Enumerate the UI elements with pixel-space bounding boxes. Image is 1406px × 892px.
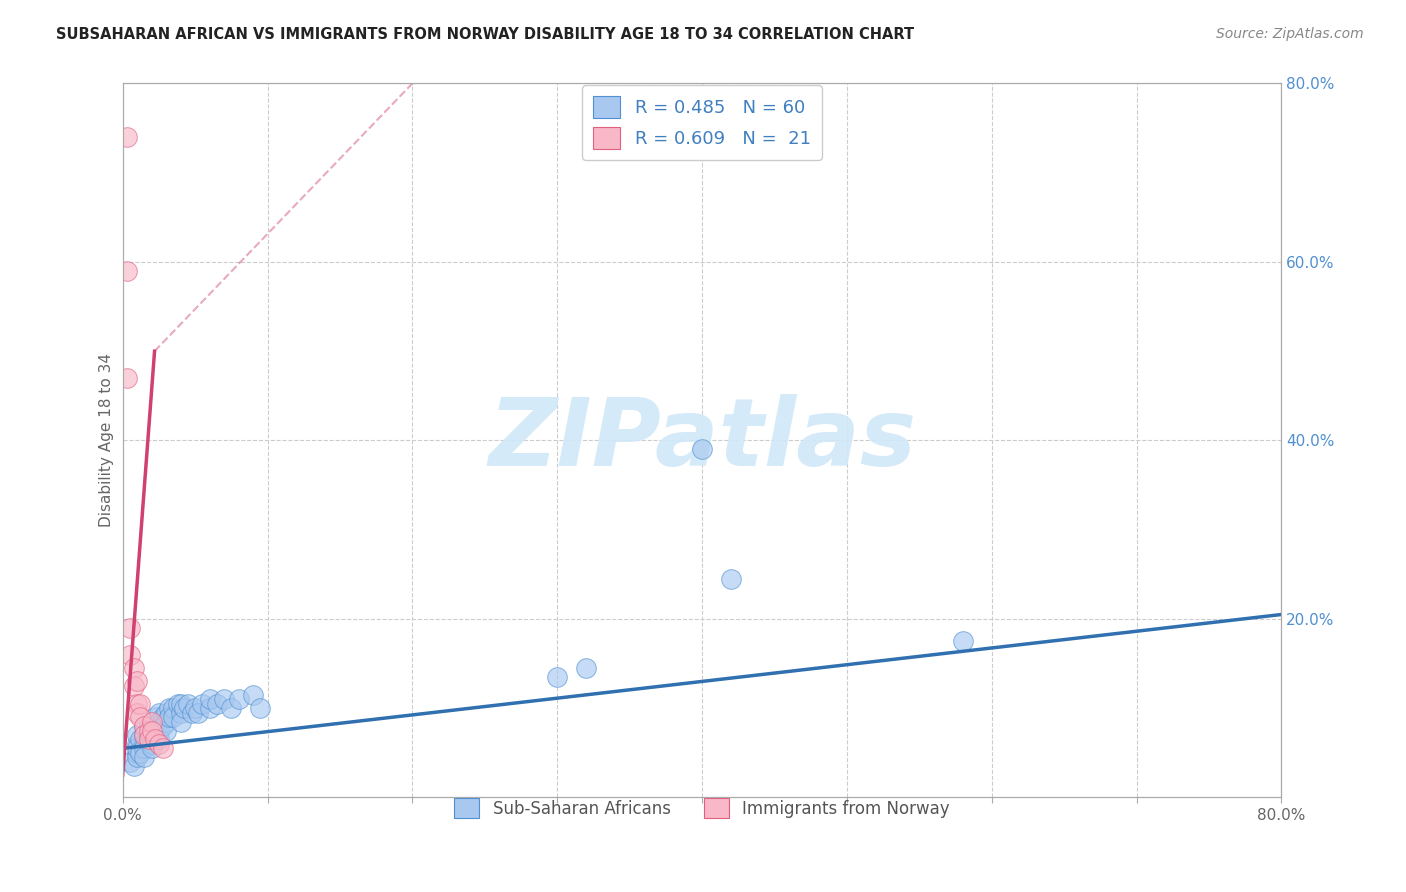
Point bbox=[952, 634, 974, 648]
Point bbox=[129, 746, 152, 760]
Point bbox=[173, 701, 195, 715]
Point bbox=[221, 701, 243, 715]
Point bbox=[205, 697, 228, 711]
Point bbox=[138, 723, 160, 738]
Y-axis label: Disability Age 18 to 34: Disability Age 18 to 34 bbox=[100, 353, 114, 527]
Point bbox=[124, 759, 146, 773]
Point bbox=[155, 723, 177, 738]
Point bbox=[169, 714, 191, 729]
Point bbox=[228, 692, 250, 706]
Point bbox=[127, 737, 149, 751]
Point bbox=[127, 746, 149, 760]
Point bbox=[143, 723, 166, 738]
Point bbox=[129, 697, 152, 711]
Point bbox=[124, 679, 146, 693]
Point bbox=[148, 714, 170, 729]
Point bbox=[141, 732, 163, 747]
Point bbox=[134, 728, 156, 742]
Point bbox=[575, 661, 598, 675]
Point bbox=[127, 750, 149, 764]
Point bbox=[127, 741, 149, 756]
Point bbox=[115, 371, 138, 385]
Point bbox=[127, 706, 149, 720]
Point bbox=[138, 719, 160, 733]
Point bbox=[127, 697, 149, 711]
Point bbox=[134, 728, 156, 742]
Point bbox=[169, 706, 191, 720]
Point bbox=[152, 741, 174, 756]
Point bbox=[143, 710, 166, 724]
Text: SUBSAHARAN AFRICAN VS IMMIGRANTS FROM NORWAY DISABILITY AGE 18 TO 34 CORRELATION: SUBSAHARAN AFRICAN VS IMMIGRANTS FROM NO… bbox=[56, 27, 914, 42]
Point bbox=[546, 670, 568, 684]
Point bbox=[124, 661, 146, 675]
Point bbox=[118, 648, 141, 662]
Point bbox=[115, 130, 138, 145]
Point bbox=[152, 719, 174, 733]
Point bbox=[129, 710, 152, 724]
Point bbox=[148, 723, 170, 738]
Point bbox=[134, 737, 156, 751]
Point bbox=[184, 701, 207, 715]
Point bbox=[127, 674, 149, 689]
Point bbox=[162, 701, 184, 715]
Point bbox=[148, 737, 170, 751]
Point bbox=[198, 701, 221, 715]
Point bbox=[177, 697, 200, 711]
Point bbox=[212, 692, 235, 706]
Point bbox=[129, 732, 152, 747]
Point bbox=[157, 710, 180, 724]
Point bbox=[187, 706, 209, 720]
Point bbox=[134, 719, 156, 733]
Point bbox=[148, 706, 170, 720]
Point bbox=[157, 701, 180, 715]
Point bbox=[155, 706, 177, 720]
Text: Source: ZipAtlas.com: Source: ZipAtlas.com bbox=[1216, 27, 1364, 41]
Point bbox=[138, 732, 160, 747]
Point bbox=[249, 701, 271, 715]
Point bbox=[115, 264, 138, 278]
Point bbox=[141, 741, 163, 756]
Point bbox=[141, 737, 163, 751]
Point bbox=[141, 723, 163, 738]
Point bbox=[198, 692, 221, 706]
Point bbox=[141, 714, 163, 729]
Text: ZIPatlas: ZIPatlas bbox=[488, 394, 917, 486]
Point bbox=[148, 732, 170, 747]
Point bbox=[141, 723, 163, 738]
Point bbox=[127, 728, 149, 742]
Point bbox=[690, 442, 713, 457]
Point bbox=[143, 732, 166, 747]
Point bbox=[720, 572, 742, 586]
Point bbox=[138, 728, 160, 742]
Point bbox=[138, 732, 160, 747]
Point bbox=[134, 750, 156, 764]
Point bbox=[134, 719, 156, 733]
Point bbox=[191, 697, 214, 711]
Point bbox=[181, 706, 204, 720]
Point bbox=[118, 755, 141, 769]
Point bbox=[152, 710, 174, 724]
Point bbox=[118, 621, 141, 635]
Point bbox=[155, 714, 177, 729]
Point bbox=[242, 688, 264, 702]
Point bbox=[141, 719, 163, 733]
Point bbox=[169, 697, 191, 711]
Point bbox=[162, 710, 184, 724]
Point bbox=[166, 697, 188, 711]
Legend: Sub-Saharan Africans, Immigrants from Norway: Sub-Saharan Africans, Immigrants from No… bbox=[447, 791, 956, 825]
Point bbox=[134, 741, 156, 756]
